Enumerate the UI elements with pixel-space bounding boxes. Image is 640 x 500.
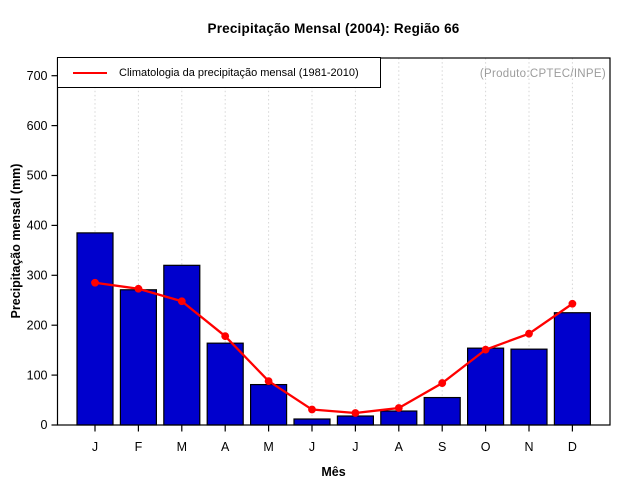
y-tick-label-500: 500 xyxy=(27,169,48,183)
bar-month-9 xyxy=(423,396,461,426)
climatology-point-8 xyxy=(394,404,403,412)
y-tick-label-600: 600 xyxy=(27,119,48,133)
y-tick-label-400: 400 xyxy=(27,219,48,233)
x-tick-label-10: O xyxy=(481,440,491,454)
y-tick-label-700: 700 xyxy=(27,69,48,83)
x-tick-label-5: M xyxy=(263,440,273,454)
bar-month-3 xyxy=(163,264,201,426)
climatology-line-swatch xyxy=(73,71,107,74)
bar-month-2 xyxy=(119,289,158,426)
bar-month-12 xyxy=(553,312,592,426)
climatology-point-9 xyxy=(438,379,447,387)
climatology-point-12 xyxy=(568,299,577,308)
bar-month-4 xyxy=(206,342,244,426)
y-tick-label-300: 300 xyxy=(27,269,48,283)
climatology-point-1 xyxy=(91,278,99,287)
climatology-point-10 xyxy=(481,345,490,354)
bar-month-11 xyxy=(510,348,548,426)
x-tick-label-3: M xyxy=(177,440,187,454)
legend-label: Climatologia da precipitação mensal (198… xyxy=(119,66,359,79)
bar-month-8 xyxy=(380,410,418,426)
x-tick-label-7: J xyxy=(352,440,358,454)
x-tick-label-1: J xyxy=(92,440,98,454)
y-tick-label-100: 100 xyxy=(27,368,48,382)
climatology-line xyxy=(93,281,574,415)
x-tick-label-9: S xyxy=(438,440,446,454)
x-tick-label-12: D xyxy=(568,440,577,454)
climatology-point-11 xyxy=(525,329,533,338)
climatology-point-6 xyxy=(308,405,316,414)
x-axis-title: Mês xyxy=(321,465,346,479)
climatology-point-4 xyxy=(221,332,230,341)
x-tick-label-6: J xyxy=(309,440,315,454)
bar-month-1 xyxy=(76,232,114,426)
chart-title: Precipitação Mensal (2004): Região 66 xyxy=(207,21,460,36)
legend-box: Climatologia da precipitação mensal (198… xyxy=(57,57,381,88)
x-tick-label-2: F xyxy=(135,440,143,454)
climatology-point-3 xyxy=(177,297,186,306)
climatology-point-7 xyxy=(351,409,360,417)
bar-month-7 xyxy=(336,415,374,426)
climatology-point-2 xyxy=(134,284,143,293)
y-tick-label-0: 0 xyxy=(41,418,48,432)
y-axis-title: Precipitação mensal (mm) xyxy=(9,163,23,319)
x-tick-label-4: A xyxy=(221,440,230,454)
climatology-point-5 xyxy=(264,377,273,385)
x-tick-label-8: A xyxy=(395,440,404,454)
product-credit: (Produto:CPTEC/INPE) xyxy=(479,68,606,80)
x-tick-label-11: N xyxy=(524,440,533,454)
bar-month-6 xyxy=(293,418,331,426)
y-tick-label-200: 200 xyxy=(27,318,48,332)
